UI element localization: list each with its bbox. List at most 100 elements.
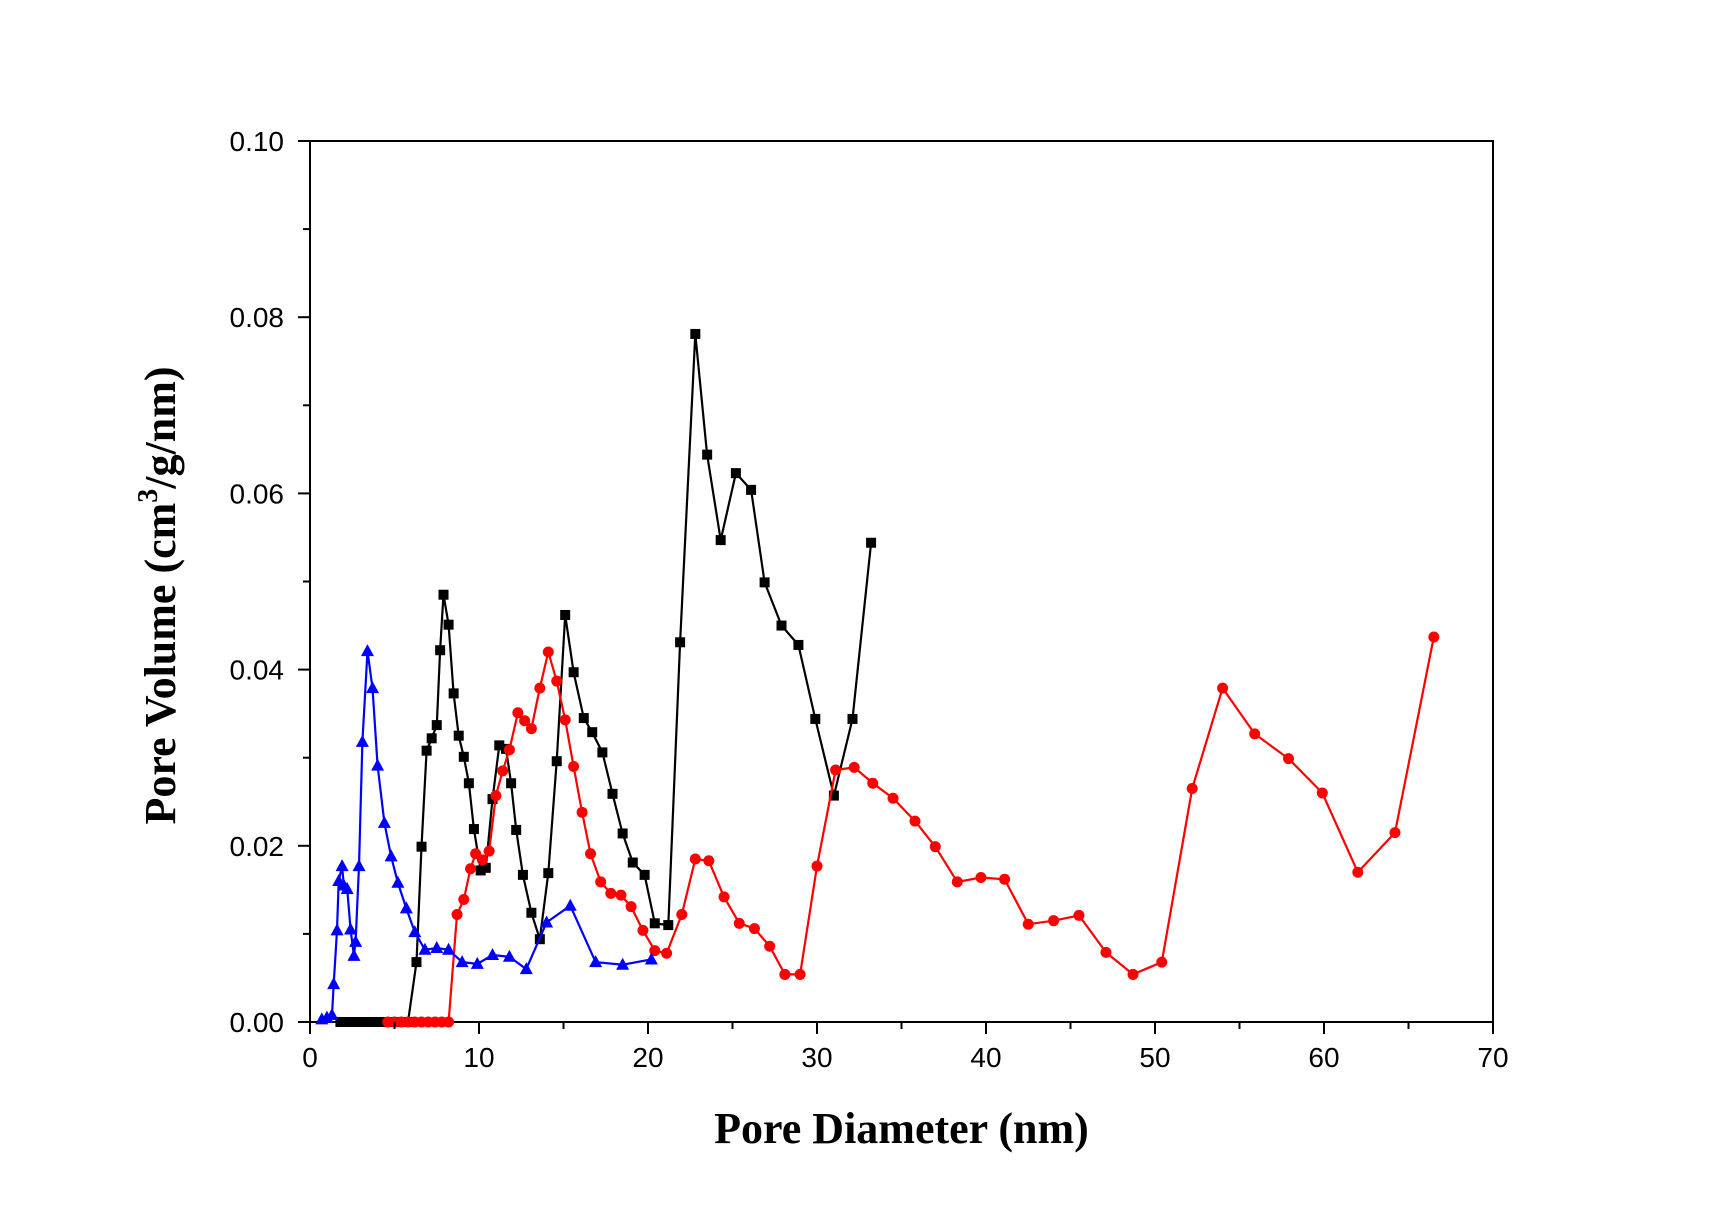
data-point	[975, 872, 987, 884]
data-point	[663, 920, 674, 931]
data-point	[1186, 783, 1198, 795]
data-point	[335, 1017, 346, 1027]
x-tick-label: 20	[632, 1042, 663, 1073]
data-point	[399, 901, 413, 914]
data-point	[748, 923, 760, 935]
data-point	[909, 815, 921, 827]
data-point	[951, 876, 963, 888]
data-point	[1022, 918, 1034, 930]
data-point	[867, 777, 879, 789]
data-point	[443, 619, 454, 630]
data-point	[497, 765, 509, 777]
data-point	[703, 855, 715, 867]
data-point	[360, 644, 374, 657]
data-point	[1127, 968, 1139, 980]
data-point	[1100, 946, 1112, 958]
data-point	[929, 841, 941, 853]
data-point	[597, 747, 608, 758]
data-point	[776, 620, 787, 631]
data-point	[639, 869, 650, 880]
data-point	[617, 828, 628, 839]
data-point	[563, 898, 577, 911]
data-point	[458, 751, 469, 762]
data-point	[718, 891, 730, 903]
data-point	[330, 923, 344, 936]
data-point	[517, 869, 528, 880]
data-point	[587, 727, 598, 738]
data-point	[607, 788, 618, 799]
data-point	[519, 962, 533, 975]
data-point	[448, 688, 459, 699]
data-point	[458, 894, 470, 906]
data-point	[360, 1017, 371, 1027]
data-point	[435, 645, 446, 656]
data-point	[887, 792, 899, 804]
x-axis-title: Pore Diameter (nm)	[714, 1104, 1089, 1153]
data-point	[999, 873, 1011, 885]
x-tick-label: 40	[970, 1042, 1001, 1073]
data-point	[595, 876, 607, 888]
y-axis-title-superscript: 3	[133, 489, 164, 503]
data-point	[830, 764, 842, 776]
data-point	[551, 675, 563, 687]
data-point	[794, 968, 806, 980]
data-point	[847, 713, 858, 724]
x-tick-label: 70	[1477, 1042, 1508, 1073]
data-point	[418, 942, 432, 955]
data-point	[475, 865, 486, 876]
series-layer	[315, 328, 1440, 1028]
data-point	[525, 723, 537, 735]
data-point	[534, 682, 546, 694]
data-point	[585, 848, 597, 860]
series-line	[340, 332, 873, 1024]
y-tick-label: 0.10	[230, 126, 285, 157]
data-point	[715, 535, 726, 546]
data-point	[1073, 909, 1085, 921]
data-point	[730, 468, 741, 479]
data-point	[811, 860, 823, 872]
data-point	[848, 761, 860, 773]
data-point	[476, 854, 488, 866]
data-point	[576, 806, 588, 818]
data-point	[512, 707, 524, 719]
data-point	[1428, 631, 1440, 643]
data-point	[625, 901, 637, 913]
data-point	[637, 924, 649, 936]
data-point	[369, 1017, 380, 1027]
data-point	[408, 925, 422, 938]
y-tick-label: 0.06	[230, 478, 285, 509]
data-point	[442, 942, 456, 955]
data-point	[649, 945, 661, 957]
data-point	[1048, 915, 1060, 927]
data-point	[443, 1016, 455, 1028]
data-point	[1249, 728, 1261, 740]
series-line	[321, 649, 652, 1021]
x-tick-label: 60	[1308, 1042, 1339, 1073]
data-point	[702, 449, 713, 460]
y-axis-title-main: Pore Volume (cm	[136, 503, 185, 825]
data-point	[340, 881, 354, 894]
data-point	[1156, 956, 1168, 968]
data-point	[431, 720, 442, 731]
y-tick-label: 0.08	[230, 302, 285, 333]
y-axis-title-unit: /g/nm)	[136, 366, 185, 489]
data-point	[676, 909, 688, 921]
data-point	[470, 956, 484, 969]
plot-frame	[309, 140, 1494, 1023]
data-point	[426, 733, 437, 744]
data-point	[377, 815, 391, 828]
data-point	[690, 328, 701, 339]
data-point	[810, 713, 821, 724]
data-point	[349, 934, 363, 947]
data-point	[526, 907, 537, 918]
data-point	[540, 915, 554, 928]
data-point	[1352, 866, 1364, 878]
data-point	[675, 637, 686, 648]
data-point	[560, 609, 571, 620]
data-point	[543, 868, 554, 879]
data-point	[644, 952, 658, 965]
data-point	[344, 922, 358, 935]
y-tick-label: 0.04	[230, 655, 285, 686]
data-point	[371, 758, 385, 771]
data-point	[589, 955, 603, 968]
